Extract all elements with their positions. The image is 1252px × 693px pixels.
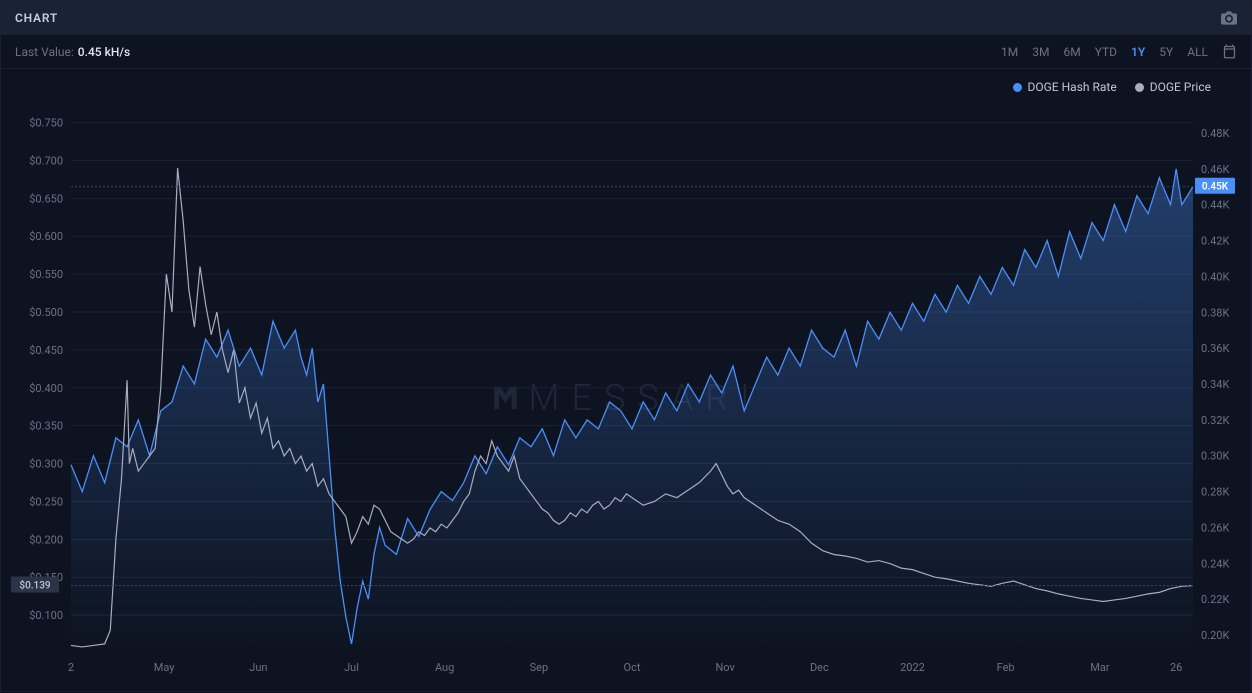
last-value: Last Value: 0.45 kH/s: [15, 45, 130, 59]
svg-text:$0.350: $0.350: [29, 420, 63, 433]
time-range-selector: 1M 3M 6M YTD 1Y 5Y ALL: [1001, 44, 1237, 59]
last-value-text: 0.45 kH/s: [78, 45, 130, 59]
last-value-label: Last Value:: [15, 45, 74, 59]
svg-text:Jul: Jul: [344, 661, 359, 674]
svg-text:Mar: Mar: [1090, 661, 1110, 674]
svg-text:0.46K: 0.46K: [1201, 163, 1229, 176]
svg-text:$0.500: $0.500: [29, 306, 63, 319]
svg-text:$0.750: $0.750: [29, 117, 63, 130]
svg-text:$0.139: $0.139: [19, 579, 51, 592]
time-range-1m[interactable]: 1M: [1001, 45, 1018, 59]
svg-text:0.30K: 0.30K: [1201, 450, 1229, 463]
svg-text:$0.650: $0.650: [29, 192, 63, 205]
chart-header: CHART: [1, 1, 1251, 35]
svg-text:Sep: Sep: [530, 661, 549, 674]
svg-text:0.38K: 0.38K: [1201, 306, 1229, 319]
time-range-all[interactable]: ALL: [1187, 45, 1208, 59]
time-range-3m[interactable]: 3M: [1032, 45, 1049, 59]
legend-dot-price: [1135, 83, 1144, 92]
chart-area[interactable]: MESSARI $0.100$0.150$0.200$0.250$0.300$0…: [1, 105, 1251, 691]
legend-item-hashrate[interactable]: DOGE Hash Rate: [1013, 80, 1117, 94]
svg-text:$0.400: $0.400: [29, 382, 63, 395]
time-range-5y[interactable]: 5Y: [1159, 45, 1173, 59]
legend: DOGE Hash Rate DOGE Price: [1, 69, 1251, 105]
camera-icon[interactable]: [1221, 11, 1237, 25]
svg-text:0.40K: 0.40K: [1201, 270, 1229, 283]
svg-text:26: 26: [1170, 661, 1182, 674]
time-range-ytd[interactable]: YTD: [1095, 45, 1117, 59]
svg-text:Feb: Feb: [997, 661, 1015, 674]
svg-text:$0.550: $0.550: [29, 268, 63, 281]
time-range-6m[interactable]: 6M: [1063, 45, 1080, 59]
chart-svg: $0.100$0.150$0.200$0.250$0.300$0.350$0.4…: [1, 105, 1252, 693]
svg-text:$0.100: $0.100: [29, 609, 63, 622]
svg-text:Aug: Aug: [435, 661, 454, 674]
chart-panel: CHART Last Value: 0.45 kH/s 1M 3M 6M YTD 1Y 5…: [0, 0, 1252, 692]
svg-text:0.42K: 0.42K: [1201, 235, 1229, 248]
svg-text:$0.600: $0.600: [29, 230, 63, 243]
svg-text:0.20K: 0.20K: [1201, 629, 1229, 642]
svg-text:$0.250: $0.250: [29, 495, 63, 508]
svg-text:0.48K: 0.48K: [1201, 127, 1229, 140]
sub-header: Last Value: 0.45 kH/s 1M 3M 6M YTD 1Y 5Y ALL: [1, 35, 1251, 69]
svg-text:Jun: Jun: [249, 661, 267, 674]
svg-text:0.45K: 0.45K: [1202, 182, 1229, 193]
legend-label-hashrate: DOGE Hash Rate: [1028, 80, 1117, 94]
svg-text:0.34K: 0.34K: [1201, 378, 1229, 391]
svg-text:0.32K: 0.32K: [1201, 414, 1229, 427]
svg-text:Oct: Oct: [624, 661, 641, 674]
svg-text:0.28K: 0.28K: [1201, 486, 1229, 499]
svg-text:Dec: Dec: [810, 661, 829, 674]
svg-text:$0.700: $0.700: [29, 154, 63, 167]
calendar-icon[interactable]: [1222, 44, 1237, 59]
svg-text:May: May: [154, 661, 176, 674]
time-range-1y[interactable]: 1Y: [1131, 45, 1145, 59]
svg-text:0.36K: 0.36K: [1201, 342, 1229, 355]
svg-text:0.24K: 0.24K: [1201, 557, 1229, 570]
legend-item-price[interactable]: DOGE Price: [1135, 80, 1211, 94]
legend-label-price: DOGE Price: [1150, 80, 1211, 94]
svg-text:Nov: Nov: [715, 661, 735, 674]
svg-text:2: 2: [68, 661, 74, 674]
svg-text:$0.200: $0.200: [29, 533, 63, 546]
svg-text:$0.450: $0.450: [29, 344, 63, 357]
svg-text:2022: 2022: [900, 661, 925, 674]
legend-dot-hashrate: [1013, 83, 1022, 92]
svg-text:0.44K: 0.44K: [1201, 199, 1229, 212]
svg-text:0.26K: 0.26K: [1201, 521, 1229, 534]
svg-text:$0.300: $0.300: [29, 458, 63, 471]
chart-title: CHART: [15, 11, 58, 25]
svg-text:0.22K: 0.22K: [1201, 593, 1229, 606]
